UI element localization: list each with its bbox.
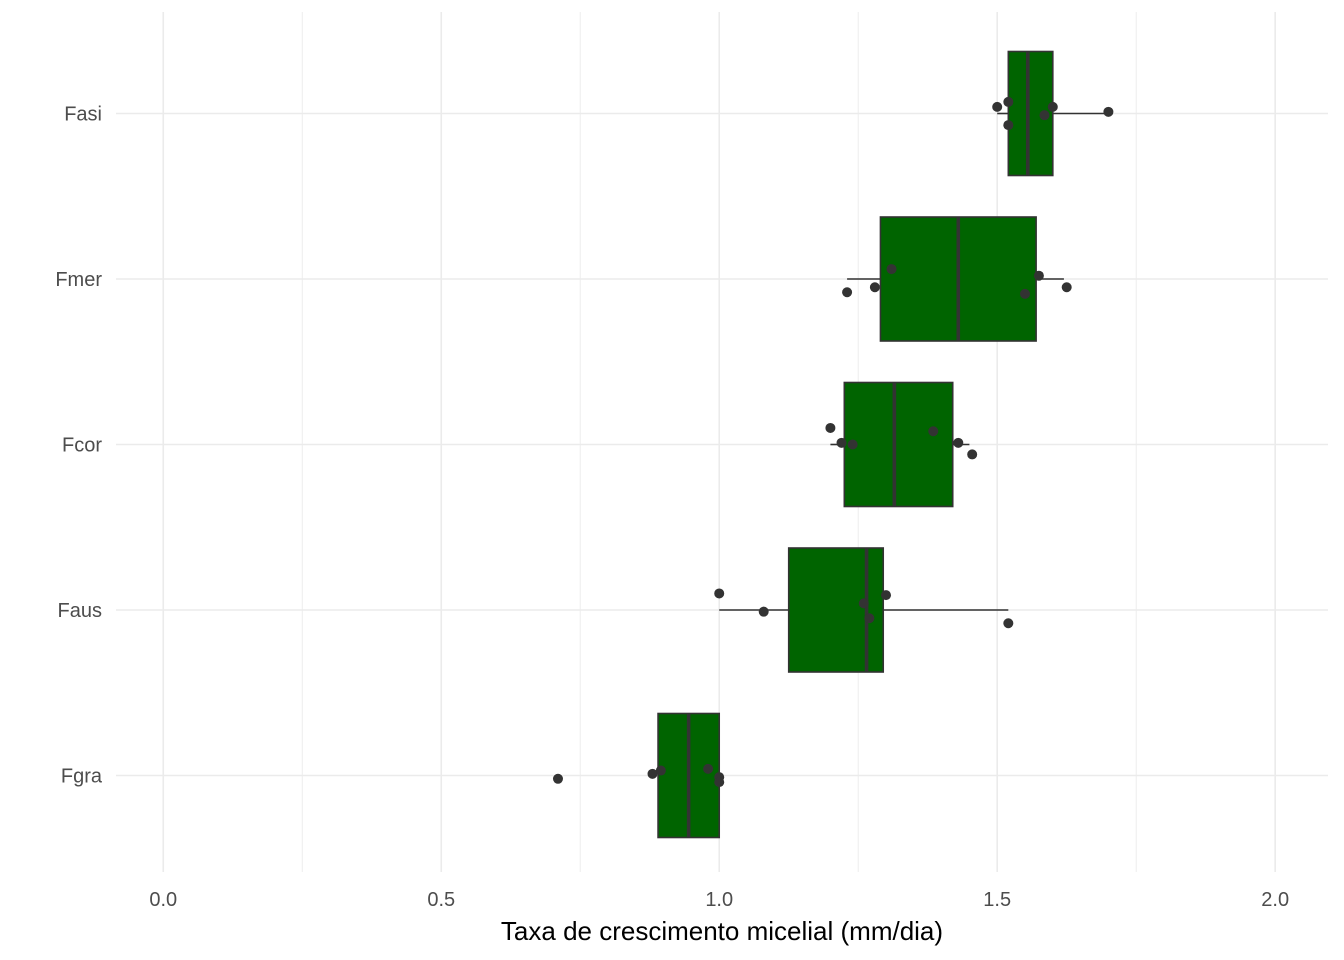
data-point <box>1103 106 1114 117</box>
data-point <box>758 606 769 617</box>
x-tick-label: 0.5 <box>427 889 455 911</box>
data-point <box>1047 101 1058 112</box>
boxes-layer <box>657 50 1109 839</box>
data-point <box>552 773 563 784</box>
data-point <box>1003 96 1014 107</box>
x-axis-title: Taxa de crescimento micelial (mm/dia) <box>501 916 943 946</box>
data-point <box>1061 282 1072 293</box>
x-tick-label: 1.5 <box>983 889 1011 911</box>
data-point <box>842 287 853 298</box>
y-tick-label: Fasi <box>64 104 102 126</box>
data-point <box>858 598 869 609</box>
box-faus <box>719 547 1009 673</box>
data-point <box>886 264 897 275</box>
box-fcor <box>830 381 970 508</box>
data-point <box>953 437 964 448</box>
data-point <box>1020 288 1030 299</box>
data-point <box>1039 110 1050 121</box>
data-point <box>714 777 725 788</box>
y-tick-label: Fmer <box>55 269 102 291</box>
data-point <box>992 101 1003 112</box>
x-tick-label: 1.0 <box>705 889 733 911</box>
data-point <box>647 768 658 779</box>
y-tick-label: Faus <box>58 600 102 622</box>
data-point <box>1003 120 1014 131</box>
box-fasi <box>997 50 1109 177</box>
data-point <box>881 590 892 601</box>
data-point <box>836 437 847 448</box>
axis-labels: Fasi Fmer Fcor Faus Fgra 0.0 0.5 1.0 1.5 2.0 <box>55 104 1289 912</box>
data-point <box>967 449 978 460</box>
x-tick-label: 0.0 <box>149 889 177 911</box>
box-fgra <box>657 712 721 839</box>
points-layer <box>552 96 1114 788</box>
data-point <box>869 282 880 293</box>
data-point <box>928 426 939 437</box>
data-point <box>1033 270 1044 281</box>
box-fmer <box>847 216 1064 342</box>
data-point <box>825 422 836 433</box>
y-tick-label: Fgra <box>61 766 103 788</box>
data-point <box>847 439 858 450</box>
data-point <box>714 588 725 599</box>
grid-lines <box>116 12 1328 872</box>
data-point <box>864 613 875 624</box>
y-tick-label: Fcor <box>62 435 102 457</box>
data-point <box>703 763 714 774</box>
data-point <box>1003 618 1014 629</box>
box-body <box>787 547 885 673</box>
data-point <box>655 765 666 776</box>
box-body <box>843 381 954 508</box>
x-tick-label: 2.0 <box>1261 889 1289 911</box>
